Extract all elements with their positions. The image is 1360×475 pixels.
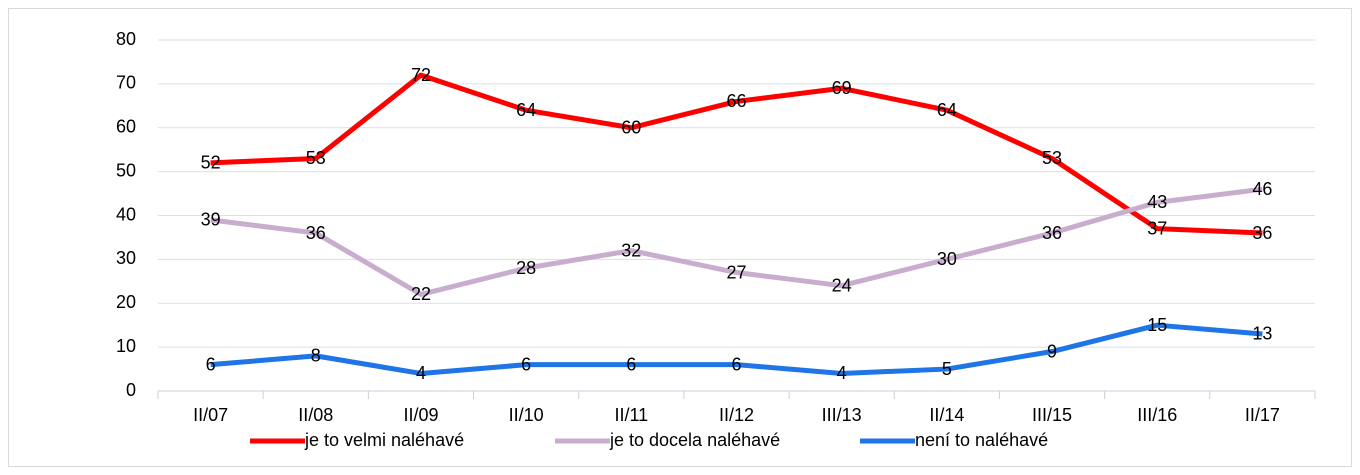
y-tick-label: 60 xyxy=(116,117,136,137)
data-label: 6 xyxy=(731,354,741,374)
x-tick-label: II/14 xyxy=(929,405,964,425)
data-label: 22 xyxy=(411,284,431,304)
data-label: 69 xyxy=(832,78,852,98)
data-label: 27 xyxy=(726,262,746,282)
data-label: 15 xyxy=(1147,315,1167,335)
x-tick-label: II/17 xyxy=(1245,405,1280,425)
data-label: 24 xyxy=(832,275,852,295)
data-label: 66 xyxy=(726,91,746,111)
legend-label: je to docela naléhavé xyxy=(609,430,780,450)
data-label: 53 xyxy=(1042,148,1062,168)
y-tick-label: 70 xyxy=(116,73,136,93)
x-tick-label: II/10 xyxy=(509,405,544,425)
data-label: 43 xyxy=(1147,192,1167,212)
data-label: 46 xyxy=(1252,179,1272,199)
y-tick-label: 50 xyxy=(116,160,136,180)
y-tick-label: 20 xyxy=(116,292,136,312)
x-tick-label: II/11 xyxy=(614,405,648,425)
data-label: 6 xyxy=(626,354,636,374)
data-label: 6 xyxy=(521,354,531,374)
x-tick-label: II/09 xyxy=(403,405,438,425)
legend-label: není to naléhavé xyxy=(915,430,1048,450)
data-label: 28 xyxy=(516,258,536,278)
data-label: 32 xyxy=(621,240,641,260)
data-label: 64 xyxy=(516,100,536,120)
data-label: 30 xyxy=(937,249,957,269)
data-label: 36 xyxy=(306,223,326,243)
series-line xyxy=(210,72,1263,236)
x-tick-label: III/15 xyxy=(1032,405,1072,425)
legend-label: je to velmi naléhavé xyxy=(304,430,464,450)
series-line xyxy=(210,322,1263,376)
data-label: 9 xyxy=(1047,341,1057,361)
x-tick-label: II/12 xyxy=(719,405,754,425)
data-label: 8 xyxy=(311,346,321,366)
chart-border xyxy=(8,8,1352,467)
data-label: 53 xyxy=(306,148,326,168)
x-tick-label: III/13 xyxy=(822,405,862,425)
data-label: 36 xyxy=(1042,223,1062,243)
data-label: 60 xyxy=(621,118,641,138)
x-tick-label: III/16 xyxy=(1137,405,1177,425)
data-label: 39 xyxy=(201,210,221,230)
y-tick-label: 40 xyxy=(116,204,136,224)
data-label: 6 xyxy=(206,354,216,374)
data-label: 4 xyxy=(416,363,426,383)
x-tick-label: II/08 xyxy=(298,405,333,425)
y-tick-label: 10 xyxy=(116,336,136,356)
data-label: 37 xyxy=(1147,218,1167,238)
y-tick-label: 80 xyxy=(116,29,136,49)
data-label: 64 xyxy=(937,100,957,120)
data-label: 72 xyxy=(411,65,431,85)
data-label: 13 xyxy=(1252,324,1272,344)
data-label: 36 xyxy=(1252,223,1272,243)
y-tick-label: 30 xyxy=(116,248,136,268)
data-label: 52 xyxy=(201,153,221,173)
y-tick-label: 0 xyxy=(126,380,136,400)
series-line xyxy=(210,186,1263,297)
x-tick-label: II/07 xyxy=(193,405,228,425)
data-label: 4 xyxy=(837,363,847,383)
data-label: 5 xyxy=(942,359,952,379)
